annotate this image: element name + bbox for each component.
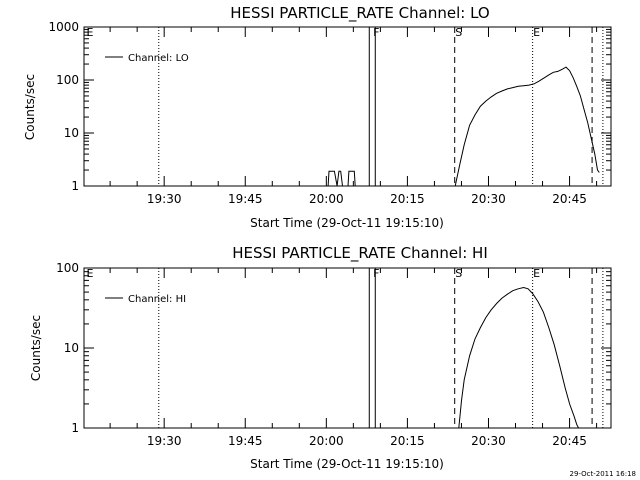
legend-label: Channel: LO (128, 53, 189, 64)
plot-frame (83, 267, 612, 429)
x-axis-label: Start Time (29-Oct-11 19:15:10) (250, 216, 444, 230)
x-tick-label: 19:30 (147, 434, 182, 448)
x-tick-label: 20:45 (552, 192, 587, 206)
chart-title: HESSI PARTICLE_RATE Channel: LO (230, 4, 489, 23)
y-tick-label: 1 (71, 421, 79, 435)
panel-channel-hi: HESSI PARTICLE_RATE Channel: HI Counts/s… (29, 244, 612, 471)
x-tick-label: 20:15 (390, 434, 425, 448)
y-tick-label: 1000 (48, 20, 79, 34)
x-tick-label: 20:15 (390, 192, 425, 206)
series-line (458, 286, 580, 429)
y-axis-label: Counts/sec (29, 315, 43, 381)
marker-label: E (533, 267, 540, 280)
x-tick-label: 19:30 (147, 192, 182, 206)
y-tick-label: 1 (71, 179, 79, 193)
series-line (327, 66, 600, 187)
footer-timestamp: 29-Oct-2011 16:18 (570, 470, 636, 478)
x-tick-label: 19:45 (228, 434, 263, 448)
chart-title: HESSI PARTICLE_RATE Channel: HI (232, 244, 488, 263)
legend-label: Channel: HI (128, 294, 186, 305)
x-axis-label: Start Time (29-Oct-11 19:15:10) (250, 457, 444, 471)
x-tick-label: 19:45 (228, 192, 263, 206)
x-tick-label: 20:30 (471, 192, 506, 206)
marker-label: S (455, 267, 462, 280)
y-tick-label: 10 (64, 126, 79, 140)
marker-label: E (533, 26, 540, 39)
x-tick-label: 20:00 (309, 192, 344, 206)
marker-label: S (455, 26, 462, 39)
y-axis-label: Counts/sec (23, 74, 37, 140)
plot-frame (83, 26, 612, 187)
panel-channel-lo: HESSI PARTICLE_RATE Channel: LO Counts/s… (23, 4, 612, 230)
x-tick-label: 20:45 (552, 434, 587, 448)
y-tick-label: 100 (56, 73, 79, 87)
marker-label: F (373, 26, 379, 39)
marker-label: E (87, 26, 94, 39)
x-tick-label: 20:30 (471, 434, 506, 448)
marker-label: F (373, 267, 379, 280)
y-tick-label: 10 (64, 341, 79, 355)
y-tick-label: 100 (56, 261, 79, 275)
x-tick-label: 20:00 (309, 434, 344, 448)
marker-label: E (87, 267, 94, 280)
